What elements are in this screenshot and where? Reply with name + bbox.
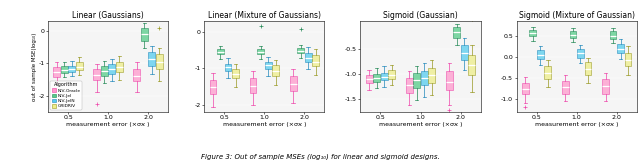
PathPatch shape (116, 61, 123, 72)
X-axis label: measurement error (×σϰ ): measurement error (×σϰ ) (223, 122, 306, 127)
PathPatch shape (609, 31, 616, 39)
PathPatch shape (297, 48, 304, 53)
PathPatch shape (272, 65, 279, 76)
Title: Linear (Gaussians): Linear (Gaussians) (72, 11, 144, 20)
PathPatch shape (148, 52, 156, 66)
PathPatch shape (421, 72, 428, 85)
PathPatch shape (428, 68, 435, 83)
PathPatch shape (522, 83, 529, 94)
PathPatch shape (250, 78, 257, 93)
PathPatch shape (453, 27, 460, 38)
PathPatch shape (312, 56, 319, 66)
PathPatch shape (264, 62, 271, 69)
PathPatch shape (625, 53, 632, 66)
PathPatch shape (617, 44, 624, 53)
Title: Sigmoid (Gaussian): Sigmoid (Gaussian) (383, 11, 458, 20)
PathPatch shape (93, 69, 100, 80)
Title: Linear (Mixture of Gaussians): Linear (Mixture of Gaussians) (208, 11, 321, 20)
PathPatch shape (76, 63, 83, 70)
X-axis label: measurement error (×σϰ ): measurement error (×σϰ ) (535, 122, 618, 127)
PathPatch shape (584, 62, 591, 75)
PathPatch shape (373, 74, 380, 82)
PathPatch shape (305, 53, 312, 62)
PathPatch shape (545, 66, 552, 79)
PathPatch shape (108, 64, 115, 74)
PathPatch shape (61, 66, 68, 73)
PathPatch shape (406, 78, 413, 93)
PathPatch shape (529, 30, 536, 36)
PathPatch shape (217, 49, 224, 54)
PathPatch shape (577, 49, 584, 58)
PathPatch shape (413, 73, 420, 88)
PathPatch shape (225, 64, 232, 71)
PathPatch shape (537, 51, 544, 59)
PathPatch shape (570, 31, 577, 38)
Legend: NIV-Oracle, NIV-Jel, NIV-JelN, GRIDRIV: NIV-Oracle, NIV-Jel, NIV-JelN, GRIDRIV (50, 81, 82, 110)
Text: Figure 3: Out of sample MSEs (log₁₀) for linear and sigmoid designs.: Figure 3: Out of sample MSEs (log₁₀) for… (200, 153, 440, 160)
Y-axis label: out of sample MSE(log₁₀): out of sample MSE(log₁₀) (32, 32, 37, 101)
PathPatch shape (446, 72, 452, 90)
PathPatch shape (133, 69, 140, 81)
PathPatch shape (381, 73, 388, 80)
PathPatch shape (365, 75, 372, 83)
X-axis label: measurement error (×σϰ ): measurement error (×σϰ ) (67, 122, 150, 127)
PathPatch shape (209, 80, 216, 95)
PathPatch shape (156, 54, 163, 69)
PathPatch shape (461, 45, 468, 60)
PathPatch shape (290, 76, 296, 91)
X-axis label: measurement error (×σϰ ): measurement error (×σϰ ) (379, 122, 462, 127)
PathPatch shape (257, 49, 264, 54)
PathPatch shape (562, 81, 569, 94)
PathPatch shape (388, 70, 395, 79)
PathPatch shape (53, 67, 60, 77)
PathPatch shape (141, 28, 148, 41)
PathPatch shape (101, 66, 108, 76)
PathPatch shape (232, 69, 239, 78)
PathPatch shape (468, 55, 476, 75)
PathPatch shape (602, 79, 609, 94)
Title: Sigmoid (Mixture of Gaussian): Sigmoid (Mixture of Gaussian) (518, 11, 635, 20)
PathPatch shape (68, 66, 76, 72)
